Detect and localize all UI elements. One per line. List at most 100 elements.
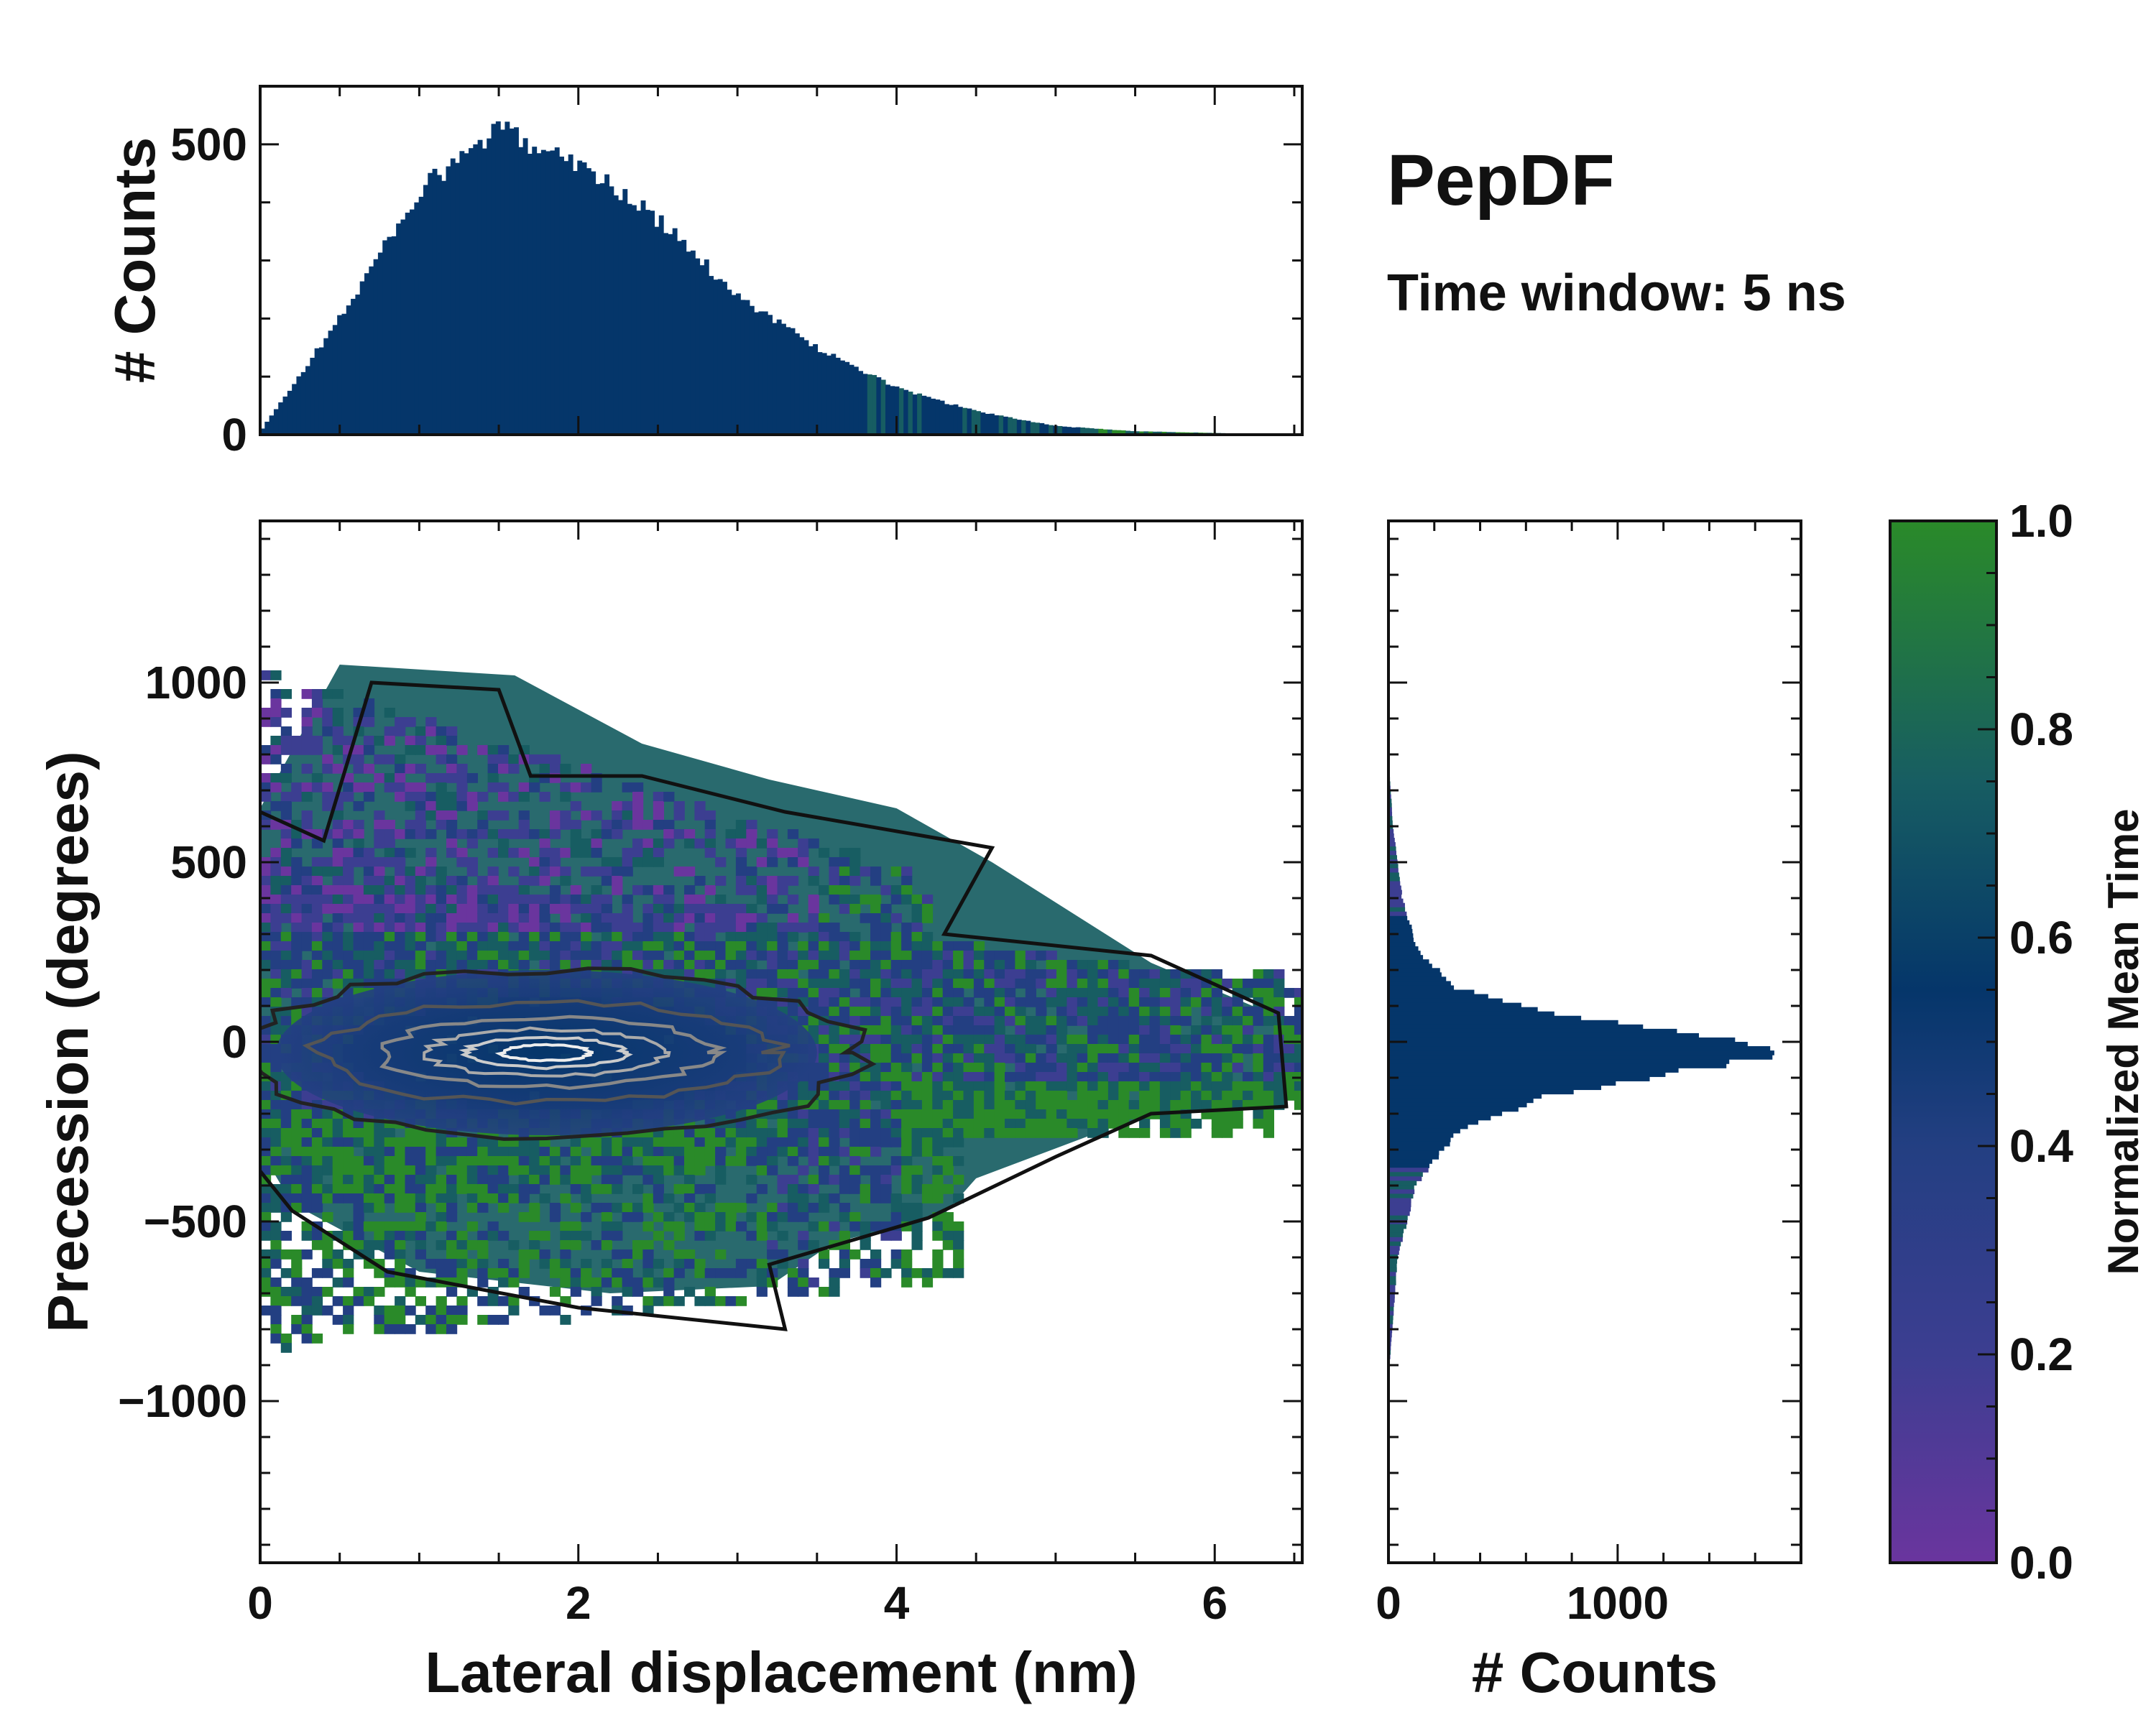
top-histogram-bar bbox=[400, 219, 406, 435]
density-cell bbox=[343, 1147, 354, 1157]
density-cell bbox=[581, 848, 592, 858]
density-cell bbox=[446, 941, 458, 951]
right-histogram-bar bbox=[1388, 1020, 1618, 1025]
density-cell bbox=[529, 829, 540, 839]
density-cell bbox=[395, 923, 406, 933]
density-cell bbox=[1253, 1072, 1264, 1082]
density-cell bbox=[1201, 969, 1212, 979]
top-histogram-bar bbox=[749, 305, 755, 435]
density-cell bbox=[653, 904, 664, 914]
density-cell bbox=[384, 829, 395, 839]
density-cell bbox=[374, 1268, 385, 1278]
density-cell bbox=[363, 1147, 375, 1157]
density-cell bbox=[311, 913, 323, 923]
density-cell bbox=[994, 997, 1005, 1007]
density-cell bbox=[901, 969, 913, 979]
top-histogram-bar bbox=[985, 414, 990, 435]
density-cell bbox=[901, 960, 913, 970]
density-cell bbox=[612, 1156, 623, 1166]
density-cell bbox=[849, 1109, 861, 1119]
density-cell bbox=[1201, 1072, 1212, 1082]
density-cell bbox=[466, 1221, 478, 1232]
density-cell bbox=[642, 941, 654, 951]
density-cell bbox=[890, 867, 902, 877]
density-cell bbox=[270, 895, 282, 905]
density-cell bbox=[518, 904, 530, 914]
density-cell bbox=[395, 895, 406, 905]
density-cell bbox=[870, 932, 882, 942]
top-histogram-bar bbox=[414, 202, 420, 435]
density-cell bbox=[374, 1175, 385, 1185]
density-cell bbox=[932, 1081, 944, 1091]
density-cell bbox=[518, 829, 530, 839]
density-cell bbox=[901, 1137, 913, 1147]
density-cell bbox=[787, 829, 799, 839]
density-cell bbox=[446, 960, 458, 970]
density-cell bbox=[332, 1249, 344, 1260]
density-cell bbox=[777, 923, 788, 933]
top-histogram-bar bbox=[926, 397, 931, 435]
density-cell bbox=[311, 1147, 323, 1157]
density-cell bbox=[984, 1128, 995, 1138]
density-cell bbox=[1107, 1035, 1120, 1045]
density-cell bbox=[1097, 1091, 1109, 1101]
density-cell bbox=[642, 1240, 654, 1250]
density-cell bbox=[1263, 1109, 1274, 1119]
density-cell bbox=[994, 1081, 1005, 1091]
density-cell bbox=[270, 1203, 282, 1213]
right-histogram-bar bbox=[1388, 1328, 1393, 1334]
top-histogram-bar bbox=[1125, 430, 1131, 435]
density-cell bbox=[860, 913, 871, 923]
density-cell bbox=[260, 1231, 272, 1241]
top-histogram-bar bbox=[473, 144, 479, 435]
density-cell bbox=[1015, 1128, 1026, 1138]
density-cell bbox=[1170, 969, 1181, 979]
density-cell bbox=[581, 1212, 592, 1222]
density-cell bbox=[477, 1296, 489, 1306]
density-cell bbox=[384, 951, 395, 961]
density-cell bbox=[322, 708, 333, 718]
density-cell bbox=[1015, 1007, 1026, 1017]
density-cell bbox=[798, 1109, 809, 1119]
top-histogram-bar bbox=[432, 168, 438, 435]
density-cell bbox=[395, 848, 406, 858]
density-cell bbox=[1191, 1072, 1202, 1082]
density-cell bbox=[1025, 1109, 1036, 1119]
density-cell bbox=[735, 913, 747, 923]
density-cell bbox=[415, 904, 426, 914]
top-histogram-bar bbox=[908, 392, 913, 435]
density-cell bbox=[829, 895, 840, 905]
density-cell bbox=[332, 1277, 344, 1288]
density-cell bbox=[880, 904, 892, 914]
density-cell bbox=[487, 941, 499, 951]
top-histogram-bar bbox=[1030, 422, 1036, 435]
density-cell bbox=[384, 1156, 395, 1166]
density-cell bbox=[642, 1137, 654, 1147]
density-cell bbox=[704, 1193, 716, 1203]
density-cell bbox=[1077, 1072, 1088, 1082]
density-cell bbox=[787, 1175, 799, 1185]
density-cell bbox=[715, 1221, 727, 1232]
top-histogram-bar bbox=[1130, 431, 1135, 435]
density-cell bbox=[270, 689, 282, 699]
density-cell bbox=[260, 951, 272, 961]
density-cell bbox=[581, 1165, 592, 1175]
right-histogram-bar bbox=[1388, 1128, 1460, 1134]
density-cell bbox=[301, 717, 313, 727]
density-cell bbox=[963, 1063, 975, 1073]
density-cell bbox=[260, 960, 272, 970]
density-cell bbox=[601, 932, 612, 942]
density-cell bbox=[260, 895, 272, 905]
density-cell bbox=[1180, 1016, 1192, 1026]
density-cell bbox=[477, 960, 489, 970]
density-cell bbox=[1263, 997, 1274, 1007]
density-cell bbox=[270, 848, 282, 858]
density-cell bbox=[1284, 1044, 1295, 1054]
density-cell bbox=[829, 857, 840, 867]
top-histogram-bar bbox=[990, 413, 995, 435]
density-cell bbox=[384, 960, 395, 970]
density-cell bbox=[560, 923, 571, 933]
density-cell bbox=[353, 895, 364, 905]
density-cell bbox=[798, 1203, 809, 1213]
density-cell bbox=[808, 904, 819, 914]
